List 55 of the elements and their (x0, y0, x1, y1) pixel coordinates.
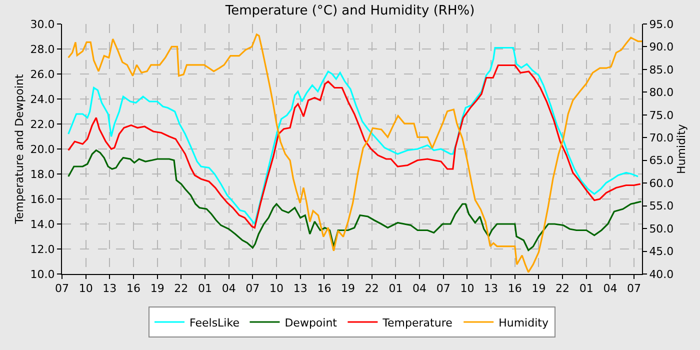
y-tick-label: 26.0 (30, 68, 55, 81)
legend-label: FeelsLike (190, 316, 240, 330)
x-tick-label: 07 (55, 282, 69, 296)
x-tick-label: 19 (532, 282, 546, 296)
y-tick-label: 30.0 (30, 18, 55, 31)
x-tick-label: 01 (198, 282, 212, 296)
x-tick-label: 04 (222, 282, 236, 296)
y-tick-label: 10.0 (30, 268, 55, 281)
y2-tick-label: 45.0 (649, 245, 674, 258)
x-tick-label: 13 (293, 282, 308, 296)
legend-label: Dewpoint (284, 316, 338, 330)
y2-tick-label: 85.0 (649, 63, 674, 76)
y2-tick-label: 80.0 (649, 86, 674, 100)
y2-tick-label: 95.0 (649, 18, 674, 31)
x-tick-label: 07 (246, 282, 260, 296)
x-tick-label: 19 (150, 282, 164, 296)
y-axis-title: Temperature and Dewpoint (12, 73, 26, 225)
x-tick-label: 10 (460, 282, 474, 296)
y-tick-label: 22.0 (30, 118, 55, 131)
y-tick-label: 14.0 (30, 218, 55, 231)
y2-tick-label: 50.0 (649, 222, 674, 236)
x-tick-label: 04 (412, 282, 427, 296)
x-tick-label: 07 (627, 282, 642, 296)
y2-tick-label: 70.0 (649, 131, 674, 144)
y2-tick-label: 65.0 (649, 154, 674, 168)
x-tick-label: 01 (579, 282, 594, 296)
x-tick-label: 22 (556, 282, 570, 296)
y-tick-label: 24.0 (30, 92, 55, 106)
y2-tick-label: 40.0 (649, 268, 674, 281)
y-tick-label: 20.0 (30, 142, 55, 156)
x-tick-label: 16 (317, 282, 332, 296)
x-tick-label: 19 (341, 282, 356, 296)
x-tick-label: 22 (174, 282, 188, 296)
y-tick-label: 16.0 (30, 192, 55, 206)
legend-label: Humidity (498, 316, 549, 330)
y2-tick-label: 75.0 (649, 108, 674, 122)
y-tick-label: 18.0 (30, 168, 55, 181)
x-tick-label: 10 (270, 282, 284, 296)
x-tick-label: 13 (484, 282, 498, 296)
legend-label: Temperature (382, 316, 453, 330)
y2-axis-title: Humidity (674, 124, 688, 174)
x-tick-label: 01 (388, 282, 403, 296)
x-tick-label: 16 (508, 282, 522, 296)
x-tick-label: 22 (364, 282, 379, 296)
chart-title: Temperature (°C) and Humidity (RH%) (224, 3, 475, 18)
x-tick-label: 07 (436, 282, 450, 296)
y2-tick-label: 60.0 (649, 176, 674, 190)
y-tick-label: 28.0 (30, 42, 55, 56)
x-tick-label: 04 (603, 282, 618, 296)
x-tick-label: 16 (126, 282, 141, 296)
x-tick-label: 13 (102, 282, 117, 296)
y2-tick-label: 90.0 (649, 40, 674, 54)
y2-tick-label: 55.0 (649, 200, 674, 213)
x-tick-label: 10 (78, 282, 93, 296)
y-tick-label: 12.0 (30, 242, 55, 256)
